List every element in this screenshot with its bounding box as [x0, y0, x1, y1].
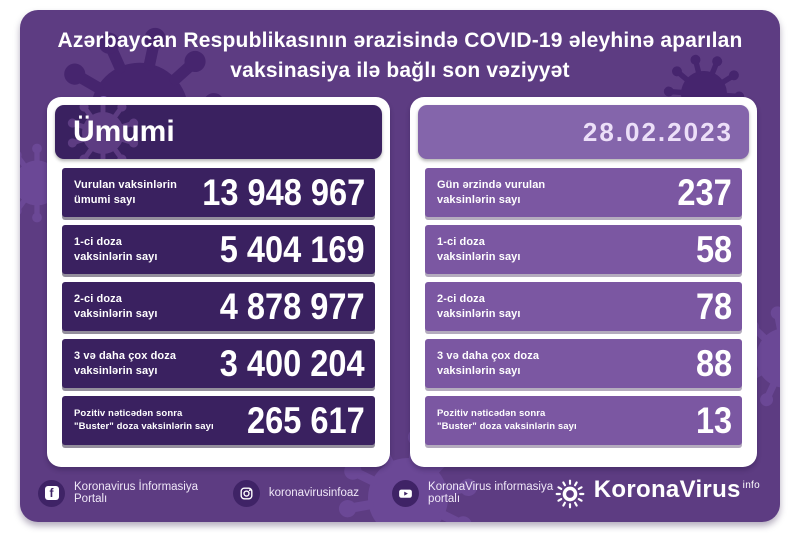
stat-value: 78 — [695, 285, 732, 327]
youtube-label: KoronaVirus informasiya portalı — [428, 481, 554, 505]
stat-label: 3 və daha çox doza vaksinlərin sayı — [437, 350, 540, 377]
stat-row: Pozitiv nəticədən sonra "Buster" doza va… — [62, 396, 375, 445]
facebook-label: Koronavirus İnformasiya Portalı — [74, 481, 198, 505]
stat-value: 13 948 967 — [202, 171, 365, 213]
title-line-1: Azərbaycan Respublikasının ərazisində CO… — [57, 29, 743, 52]
stat-row: 2-ci doza vaksinlərin sayı 78 — [425, 282, 742, 331]
koronavirus-logo: KoronaVirus info — [554, 476, 760, 510]
stat-value: 58 — [695, 228, 732, 270]
panel-total: Ümumi Vurulan vaksinlərin ümumi sayı 13 … — [47, 97, 390, 467]
stat-label: 1-ci doza vaksinlərin sayı — [437, 236, 521, 263]
stat-value: 3 400 204 — [220, 342, 365, 384]
stat-row: Pozitiv nəticədən sonra "Buster" doza va… — [425, 396, 742, 445]
virus-logo-icon — [555, 479, 585, 509]
stat-label: Vurulan vaksinlərin ümumi sayı — [74, 179, 177, 206]
stat-row: 1-ci doza vaksinlərin sayı 58 — [425, 225, 742, 274]
panel-daily-header: 28.02.2023 — [418, 105, 749, 159]
panel-total-rows: Vurulan vaksinlərin ümumi sayı 13 948 96… — [62, 168, 375, 445]
stat-row: Gün ərzində vurulan vaksinlərin sayı 237 — [425, 168, 742, 217]
stat-label: Pozitiv nəticədən sonra "Buster" doza va… — [437, 408, 577, 432]
youtube-link[interactable]: KoronaVirus informasiya portalı — [392, 479, 554, 507]
stat-value: 13 — [695, 399, 732, 441]
logo-superscript: info — [742, 480, 760, 491]
instagram-label: koronavirusinfoaz — [268, 487, 360, 499]
stat-row: 3 və daha çox doza vaksinlərin sayı 88 — [425, 339, 742, 388]
stat-label: 2-ci doza vaksinlərin sayı — [437, 293, 521, 320]
stat-row: 1-ci doza vaksinlərin sayı 5 404 169 — [62, 225, 375, 274]
stat-label: 3 və daha çox doza vaksinlərin sayı — [74, 350, 177, 377]
stat-row: Vurulan vaksinlərin ümumi sayı 13 948 96… — [62, 168, 375, 217]
instagram-icon — [232, 479, 260, 507]
stat-row: 3 və daha çox doza vaksinlərin sayı 3 40… — [62, 339, 375, 388]
stat-label: Gün ərzində vurulan vaksinlərin sayı — [437, 179, 546, 206]
footer: f Koronavirus İnformasiya Portalı korona… — [38, 476, 760, 510]
stat-value: 5 404 169 — [220, 228, 365, 270]
stat-value: 4 878 977 — [220, 285, 365, 327]
stat-label: 2-ci doza vaksinlərin sayı — [74, 293, 158, 320]
panel-total-title: Ümumi — [73, 115, 175, 148]
page-title: Azərbaycan Respublikasının ərazisində CO… — [20, 26, 780, 86]
stat-value: 88 — [695, 342, 732, 384]
stat-label: 1-ci doza vaksinlərin sayı — [74, 236, 158, 263]
stat-value: 265 617 — [247, 399, 365, 441]
facebook-link[interactable]: f Koronavirus İnformasiya Portalı — [38, 479, 200, 507]
title-line-2: vaksinasiya ilə bağlı son vəziyyət — [230, 59, 570, 82]
facebook-icon: f — [38, 479, 65, 507]
panel-daily-rows: Gün ərzində vurulan vaksinlərin sayı 237… — [425, 168, 742, 445]
panel-total-header: Ümumi — [55, 105, 382, 159]
youtube-icon — [392, 479, 420, 507]
logo-wordmark: KoronaVirus — [593, 476, 741, 503]
report-date: 28.02.2023 — [582, 116, 733, 147]
logo-text: KoronaVirus info — [594, 476, 760, 504]
panel-daily: 28.02.2023 Gün ərzində vurulan vaksinlər… — [410, 97, 757, 467]
stat-label: Pozitiv nəticədən sonra "Buster" doza va… — [74, 408, 214, 432]
infographic-card: Azərbaycan Respublikasının ərazisində CO… — [20, 10, 780, 522]
stat-value: 237 — [677, 171, 732, 213]
stat-row: 2-ci doza vaksinlərin sayı 4 878 977 — [62, 282, 375, 331]
stats-panels: Ümumi Vurulan vaksinlərin ümumi sayı 13 … — [47, 97, 757, 467]
instagram-link[interactable]: koronavirusinfoaz — [232, 479, 360, 507]
